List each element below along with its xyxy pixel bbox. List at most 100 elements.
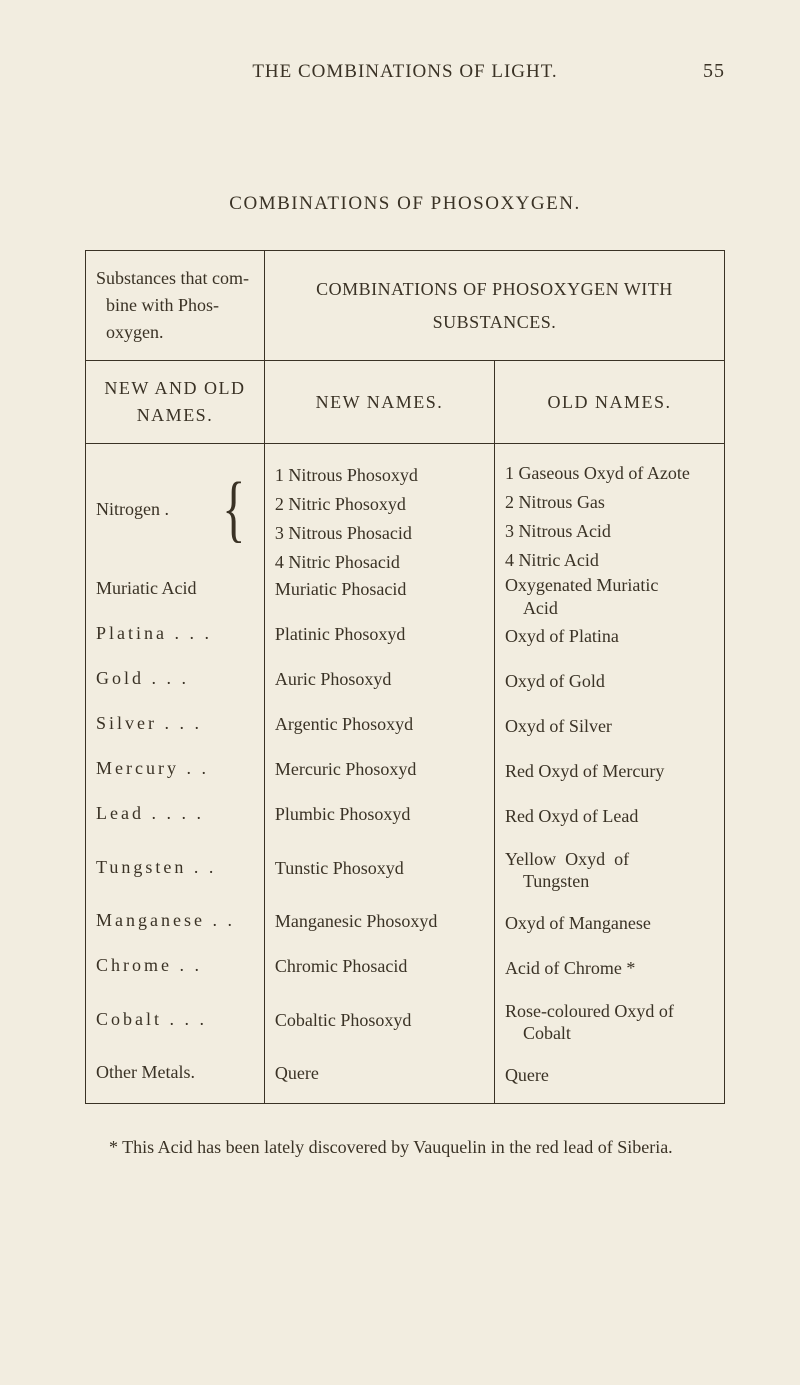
table-row: Rose-coloured Oxyd of Cobalt xyxy=(505,1000,714,1044)
table-row: Chrome . . xyxy=(96,952,254,979)
new-name: Plumbic Phosoxyd xyxy=(275,801,411,828)
table-row: Argentic Phosoxyd xyxy=(275,711,484,738)
new-name: Muriatic Phosacid xyxy=(275,576,406,603)
old-name: Oxyd of Platina xyxy=(505,623,619,650)
nitrogen-label: Nitrogen . xyxy=(96,496,216,523)
substance-label: Platina . . . xyxy=(96,620,212,647)
substance-label: Chrome . . xyxy=(96,952,202,979)
list-item: 1 Nitrous Phosoxyd xyxy=(275,462,484,489)
table-row: Gold . . . xyxy=(96,665,254,692)
table-row: Chromic Phosacid xyxy=(275,953,484,980)
new-name: Manganesic Phosoxyd xyxy=(275,908,437,935)
left-column: Nitrogen . { Muriatic Acid Platina . . .… xyxy=(86,444,265,1104)
table-row: Platina . . . xyxy=(96,620,254,647)
table-row: Mercuric Phosoxyd xyxy=(275,756,484,783)
old-name: Oxyd of Gold xyxy=(505,668,605,695)
page-header: THE COMBINATIONS OF LIGHT. 55 xyxy=(85,60,725,83)
hdr1-left-line3: oxygen. xyxy=(96,319,254,346)
hdr1-left-line2: bine with Phos- xyxy=(96,292,254,319)
table-row: Tungsten . . xyxy=(96,845,254,889)
nitrogen-old-names: 1 Gaseous Oxyd of Azote 2 Nitrous Gas 3 … xyxy=(505,460,714,556)
substance-label: Manganese . . xyxy=(96,907,235,934)
hdr1-left-line1: Substances that com- xyxy=(96,265,254,292)
substance-label: Lead . . . . xyxy=(96,800,204,827)
table-header-row-2: NEW AND OLD NAMES. NEW NAMES. OLD NAMES. xyxy=(86,361,725,444)
list-item: 3 Nitrous Acid xyxy=(505,518,714,545)
table-row: Oxyd of Manganese xyxy=(505,910,714,937)
new-name: Platinic Phosoxyd xyxy=(275,621,406,648)
table-row: Acid of Chrome * xyxy=(505,955,714,982)
old-name: Red Oxyd of Mercury xyxy=(505,758,664,785)
page-container: THE COMBINATIONS OF LIGHT. 55 COMBINATIO… xyxy=(0,0,800,1201)
table-row: Other Metals. xyxy=(96,1059,254,1086)
table-row: Silver . . . xyxy=(96,710,254,737)
right-column: 1 Gaseous Oxyd of Azote 2 Nitrous Gas 3 … xyxy=(494,444,724,1104)
table-row: Mercury . . xyxy=(96,755,254,782)
combinations-table: Substances that com- bine with Phos- oxy… xyxy=(85,250,725,1104)
footnote: * This Acid has been lately discovered b… xyxy=(85,1134,725,1161)
table-row: Oxygenated Muriatic Acid xyxy=(505,574,714,619)
section-title: COMBINATIONS OF PHOSOXYGEN. xyxy=(85,193,725,215)
hdr1-right-line1: COMBINATIONS OF PHOSOXYGEN WITH xyxy=(275,276,714,303)
running-head: THE COMBINATIONS OF LIGHT. xyxy=(125,61,685,83)
old-name: Rose-coloured Oxyd of Cobalt xyxy=(505,1000,674,1045)
new-name: Quere xyxy=(275,1060,319,1087)
list-item: 4 Nitric Phosacid xyxy=(275,549,484,576)
table-row: Quere xyxy=(505,1062,714,1089)
page-number: 55 xyxy=(685,60,725,83)
table-row: Manganesic Phosoxyd xyxy=(275,908,484,935)
table-row: Oxyd of Platina xyxy=(505,623,714,650)
new-name: Mercuric Phosoxyd xyxy=(275,756,416,783)
nitrogen-row: Nitrogen . { xyxy=(96,461,254,557)
table-body-row: Nitrogen . { Muriatic Acid Platina . . .… xyxy=(86,444,725,1104)
table-row: Quere xyxy=(275,1060,484,1087)
table-row: Auric Phosoxyd xyxy=(275,666,484,693)
old-name: Oxyd of Manganese xyxy=(505,910,651,937)
table-row: Red Oxyd of Mercury xyxy=(505,758,714,785)
table-row: Manganese . . xyxy=(96,907,254,934)
hdr-combinations: COMBINATIONS OF PHOSOXYGEN WITH SUBSTANC… xyxy=(264,251,724,361)
substance-label: Muriatic Acid xyxy=(96,575,196,602)
brace-icon: { xyxy=(223,476,246,543)
middle-column: 1 Nitrous Phosoxyd 2 Nitric Phosoxyd 3 N… xyxy=(264,444,494,1104)
table-row: Cobalt . . . xyxy=(96,997,254,1041)
table-row: Muriatic Acid xyxy=(96,575,254,602)
new-name: Tunstic Phosoxyd xyxy=(275,857,404,880)
table-header-row-1: Substances that com- bine with Phos- oxy… xyxy=(86,251,725,361)
old-name: Yellow Oxyd of Tungsten xyxy=(505,848,629,893)
table-row: Oxyd of Gold xyxy=(505,668,714,695)
substance-label: Silver . . . xyxy=(96,710,202,737)
old-name: Quere xyxy=(505,1062,549,1089)
table-row: Oxyd of Silver xyxy=(505,713,714,740)
new-name: Chromic Phosacid xyxy=(275,953,408,980)
hdr-old-names: OLD NAMES. xyxy=(494,361,724,444)
hdr-new-names: NEW NAMES. xyxy=(264,361,494,444)
new-name: Auric Phosoxyd xyxy=(275,666,392,693)
old-name: Acid of Chrome * xyxy=(505,955,635,982)
list-item: 1 Gaseous Oxyd of Azote xyxy=(505,460,714,487)
table-row: Yellow Oxyd of Tungsten xyxy=(505,848,714,892)
table-row: Cobaltic Phosoxyd xyxy=(275,998,484,1042)
table-row: Plumbic Phosoxyd xyxy=(275,801,484,828)
old-name: Red Oxyd of Lead xyxy=(505,803,638,830)
table-row: Platinic Phosoxyd xyxy=(275,621,484,648)
list-item: 2 Nitric Phosoxyd xyxy=(275,491,484,518)
table-row: Tunstic Phosoxyd xyxy=(275,846,484,890)
list-item: 3 Nitrous Phosacid xyxy=(275,520,484,547)
new-name: Argentic Phosoxyd xyxy=(275,711,413,738)
hdr1-right-line2: SUBSTANCES. xyxy=(275,309,714,336)
new-name: Cobaltic Phosoxyd xyxy=(275,1009,412,1032)
substance-label: Other Metals. xyxy=(96,1059,195,1086)
old-name: Oxyd of Silver xyxy=(505,713,612,740)
nitrogen-new-names: 1 Nitrous Phosoxyd 2 Nitric Phosoxyd 3 N… xyxy=(275,462,484,558)
hdr-substances: Substances that com- bine with Phos- oxy… xyxy=(86,251,265,361)
substance-label: Cobalt . . . xyxy=(96,1008,207,1031)
old-name: Oxygenated Muriatic Acid xyxy=(505,574,658,619)
substance-label: Gold . . . xyxy=(96,665,189,692)
list-item: 4 Nitric Acid xyxy=(505,547,714,574)
list-item: 2 Nitrous Gas xyxy=(505,489,714,516)
table-row: Muriatic Phosacid xyxy=(275,576,484,603)
table-row: Red Oxyd of Lead xyxy=(505,803,714,830)
substance-label: Mercury . . xyxy=(96,755,209,782)
hdr-new-old-names: NEW AND OLD NAMES. xyxy=(86,361,265,444)
